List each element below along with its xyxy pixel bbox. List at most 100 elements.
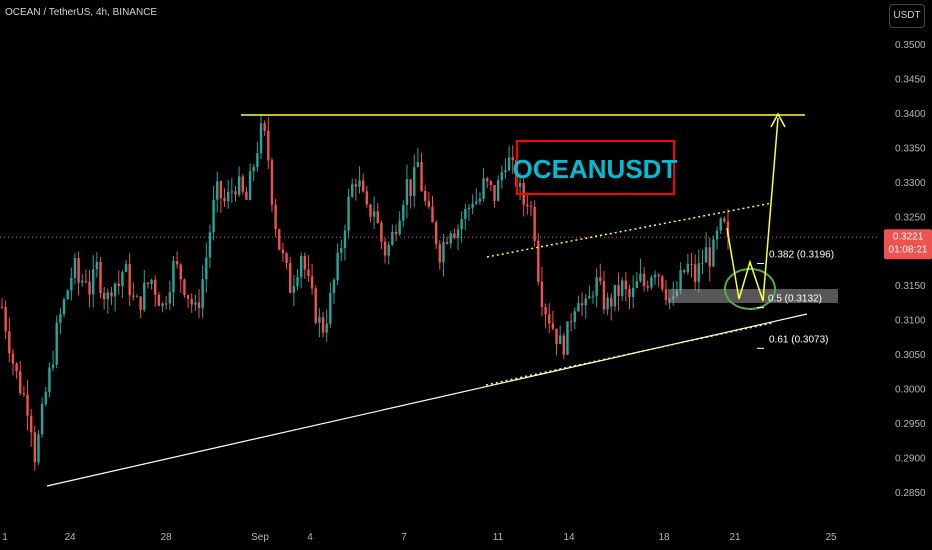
candle-body xyxy=(504,170,507,173)
fib-label: 0.382 (0.3196) xyxy=(769,250,834,261)
candle-body xyxy=(77,258,80,283)
candle-body xyxy=(92,269,95,295)
title-box[interactable] xyxy=(516,140,675,195)
candle-body xyxy=(387,244,390,256)
candle-body xyxy=(332,279,336,294)
time-tick-label: 7 xyxy=(401,532,407,543)
candle-body xyxy=(40,404,44,435)
candle-body xyxy=(405,179,409,205)
candle-body xyxy=(686,263,690,273)
candle-body xyxy=(216,181,219,200)
time-tick-label: 24 xyxy=(64,532,76,543)
candle-body xyxy=(143,282,146,310)
candle-body xyxy=(529,206,533,208)
candle-body xyxy=(635,281,638,288)
candle-body xyxy=(683,270,686,273)
support-trendline[interactable] xyxy=(46,313,808,487)
price-tick-label: 0.3100 xyxy=(895,316,926,327)
projection-path[interactable] xyxy=(726,117,779,302)
channel-upper-line[interactable] xyxy=(486,202,773,258)
candle-body xyxy=(621,280,624,296)
support-zone[interactable] xyxy=(668,289,838,303)
time-axis[interactable]: 1 24 28 Sep 4 7 11 14 18 21 25 xyxy=(2,532,837,543)
candle-body xyxy=(562,335,566,355)
candle-body xyxy=(168,292,172,304)
time-tick-label: 25 xyxy=(825,532,837,543)
candle-body xyxy=(234,191,237,195)
candle-body xyxy=(423,191,427,201)
candle-body xyxy=(267,130,270,161)
price-tick-label: 0.2900 xyxy=(895,454,926,465)
candle-body xyxy=(486,178,489,182)
candle-body xyxy=(438,244,441,263)
target-ellipse[interactable] xyxy=(724,268,776,310)
candle-body xyxy=(33,432,37,463)
candle-body xyxy=(270,160,274,205)
candle-body xyxy=(420,162,423,192)
candle-body xyxy=(190,298,193,305)
candle-body xyxy=(285,253,288,264)
price-tick-label: 0.3300 xyxy=(895,178,926,189)
candle-body xyxy=(124,263,128,273)
candle-body xyxy=(595,277,598,296)
candle-body xyxy=(329,293,332,324)
candle-body xyxy=(62,299,66,315)
candle-body xyxy=(588,296,591,299)
candle-body xyxy=(555,328,558,345)
candle-body xyxy=(409,179,412,196)
symbol-header: OCEAN / TetherUS, 4h, BINANCE xyxy=(5,7,157,18)
candle-body xyxy=(445,241,449,244)
candle-body xyxy=(365,191,369,205)
candle-body xyxy=(11,353,15,364)
channel-lower-line[interactable] xyxy=(485,322,773,386)
candle-body xyxy=(102,293,106,300)
candle-body xyxy=(4,307,7,332)
candle-body xyxy=(343,230,347,249)
candle-body xyxy=(223,198,226,202)
candle-body xyxy=(303,255,307,270)
candle-body xyxy=(434,222,438,245)
price-tick-label: 0.3250 xyxy=(895,212,926,223)
candle-body xyxy=(307,269,310,277)
candle-body xyxy=(37,434,40,463)
candle-body xyxy=(29,415,33,433)
candle-body xyxy=(442,241,445,263)
candle-body xyxy=(558,335,562,345)
candle-body xyxy=(580,303,584,306)
currency-button[interactable]: USDT xyxy=(889,4,925,28)
projection-arrowhead xyxy=(770,112,786,128)
price-tick-label: 0.3000 xyxy=(895,385,926,396)
candle-body xyxy=(139,296,142,310)
candle-body xyxy=(161,303,164,307)
candle-body xyxy=(51,364,55,368)
candle-body xyxy=(723,218,726,222)
candle-countdown: 01:08:21 xyxy=(889,244,928,255)
candle-body xyxy=(548,314,551,324)
candle-body xyxy=(475,201,478,204)
candle-body xyxy=(150,279,153,285)
candle-body xyxy=(99,261,102,294)
candle-body xyxy=(584,298,587,306)
price-tick-label: 0.3500 xyxy=(895,40,926,51)
candle-body xyxy=(518,182,522,187)
candle-body xyxy=(569,321,573,323)
candle-body xyxy=(110,292,113,297)
candle-body xyxy=(128,263,131,296)
candle-body xyxy=(372,211,376,217)
candle-body xyxy=(690,263,693,265)
candle-body xyxy=(55,322,58,365)
candle-body xyxy=(467,207,471,210)
candle-body xyxy=(278,229,281,250)
candle-body xyxy=(226,191,230,202)
candle-body xyxy=(511,157,514,161)
candle-body xyxy=(693,264,697,282)
candle-body xyxy=(650,277,653,288)
candle-body xyxy=(245,191,248,200)
candle-body xyxy=(631,287,635,297)
price-tick-label: 0.3150 xyxy=(895,281,926,292)
price-tick-label: 0.3450 xyxy=(895,74,926,85)
candle-body xyxy=(347,196,350,231)
candle-body xyxy=(259,123,263,154)
candle-body xyxy=(715,230,719,240)
